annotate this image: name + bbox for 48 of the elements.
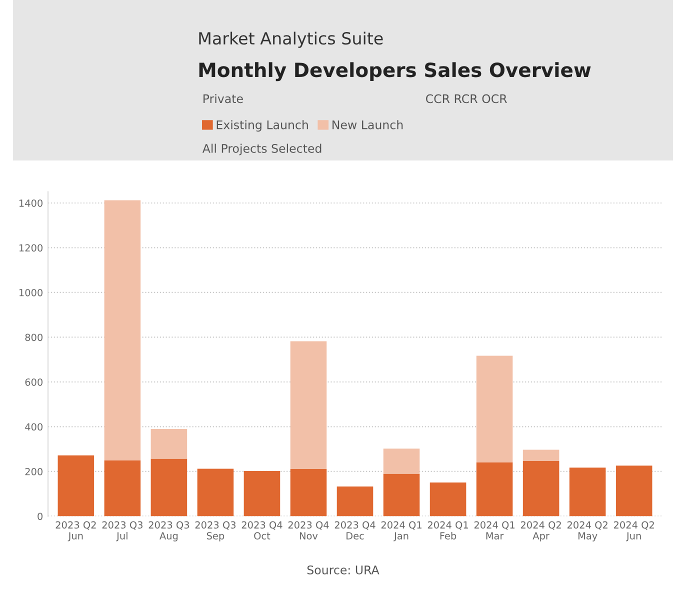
bar [58,455,94,516]
bar [522,460,560,516]
bar [104,200,141,460]
x-tick-label: 2023 Q3 Sep [195,521,236,542]
x-tick-label: 2024 Q2 Apr [520,521,561,542]
x-tick-label: 2023 Q2 Jun [56,521,96,542]
x-tick-label: 2024 Q1 Feb [428,521,468,540]
text: Private [204,94,243,104]
y-tick-label: 0 [38,512,43,520]
text: All Projects Selected [202,144,322,156]
y-tick-label: 200 [25,468,43,476]
x-tick-label: 2023 Q4 Oct [242,521,282,540]
bar [244,471,280,516]
y-tick-label: 400 [25,423,43,431]
legend-label: New Launch [332,120,403,130]
y-tick-label: 1200 [19,244,43,252]
y-tick-label: 800 [25,334,43,342]
bar [569,468,606,516]
legend-label: Existing Launch [216,120,308,132]
bar [150,428,188,459]
bar [290,341,327,470]
bar [290,469,327,516]
x-tick-label: 2023 Q3 Jul [102,521,142,542]
bar [383,474,420,516]
x-tick-label: 2023 Q4 Dec [334,521,376,540]
chart-subtitle: Market Analytics Suite [199,32,383,48]
bar [522,450,560,461]
bar [104,460,141,516]
bar [336,486,374,516]
x-tick-label: 2023 Q4 Nov [288,521,329,540]
bar [197,468,234,516]
bar [430,482,466,516]
x-tick-label: 2024 Q2 Jun [614,521,654,542]
chart-title: Monthly Developers Sales Overview [199,62,591,82]
bar [476,462,513,516]
x-tick-label: 2024 Q1 Jan [381,521,422,542]
text: CCR RCR OCR [426,94,507,104]
y-tick-label: 600 [25,378,43,386]
source-note: Source: URA [307,565,380,574]
bar [616,466,652,516]
x-tick-label: 2024 Q2 May [567,521,608,542]
x-tick-label: 2023 Q3 Aug [148,521,190,542]
bar [476,356,513,462]
y-tick-label: 1000 [19,288,43,296]
x-tick-label: 2024 Q1 Mar [474,521,514,540]
bar [383,448,420,474]
bar [150,458,188,516]
y-tick-label: 1400 [19,199,43,207]
